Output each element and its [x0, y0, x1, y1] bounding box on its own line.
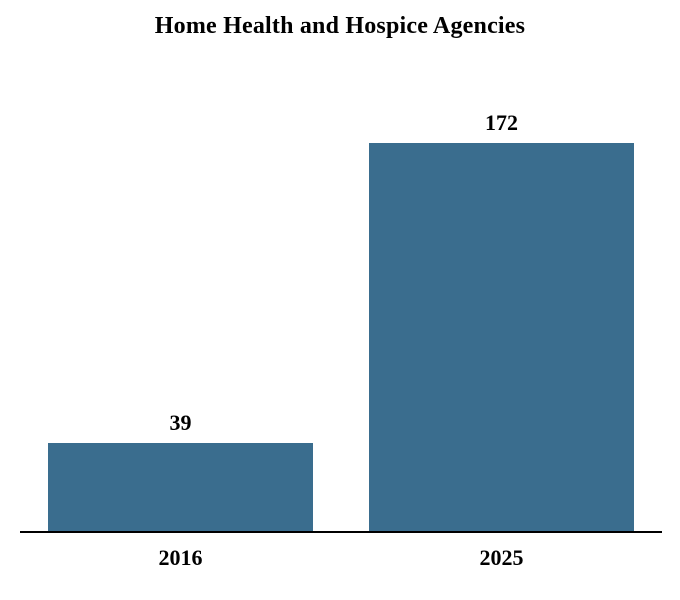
- bar-group-2016: 39: [48, 95, 313, 531]
- bar-value-label-2016: 39: [169, 410, 192, 435]
- bar-group-2025: 172: [369, 95, 634, 531]
- x-tick-2016: 2016: [158, 545, 203, 570]
- bar-2016: [48, 443, 313, 531]
- bar-value-label-2025: 172: [485, 110, 518, 135]
- chart-title: Home Health and Hospice Agencies: [154, 13, 526, 39]
- x-tick-2025: 2025: [479, 545, 524, 570]
- x-axis: 2016 2025: [20, 545, 662, 571]
- plot-area: 39 172: [20, 95, 662, 533]
- bar-2025: [369, 143, 634, 531]
